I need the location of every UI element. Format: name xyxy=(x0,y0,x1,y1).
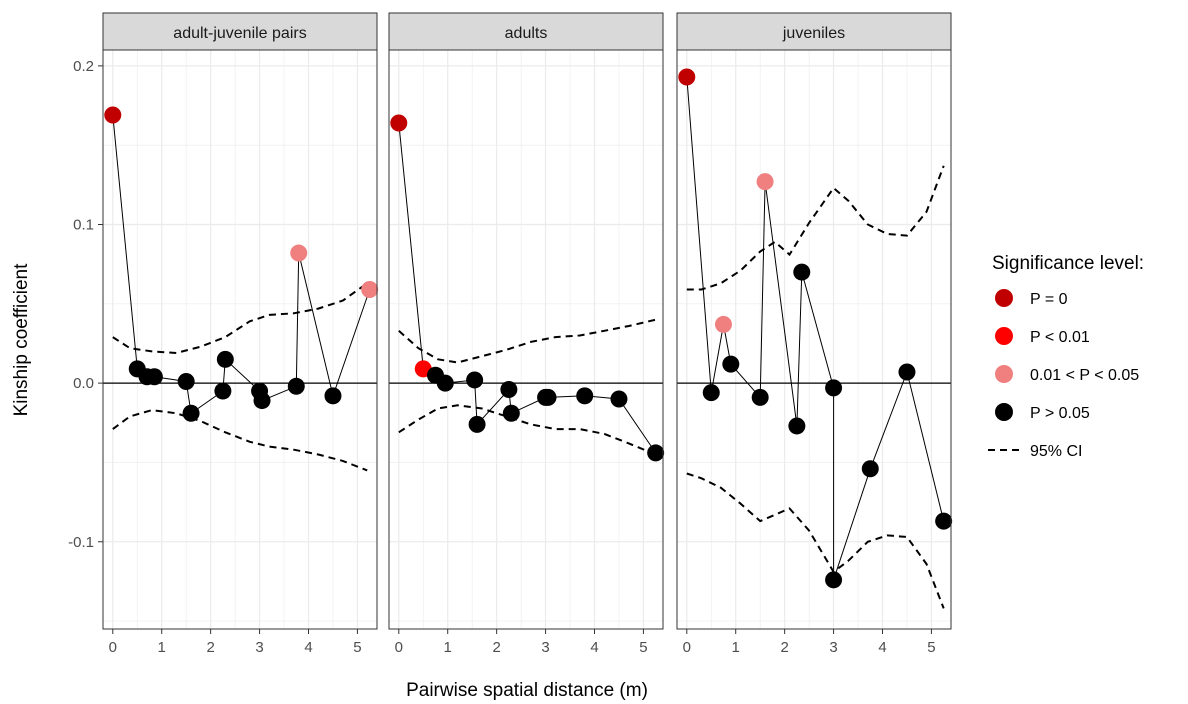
ci-lower-line xyxy=(686,472,945,609)
data-point xyxy=(182,404,200,422)
x-tick-label: 3 xyxy=(541,639,549,656)
x-tick-label: 1 xyxy=(158,639,166,656)
data-point xyxy=(825,571,843,589)
legend-key-p0 xyxy=(995,289,1013,307)
data-point xyxy=(788,417,806,435)
data-point xyxy=(702,384,720,402)
x-tick-label: 4 xyxy=(878,639,886,656)
data-point xyxy=(610,390,628,408)
legend-key-p005 xyxy=(995,365,1013,383)
facet-strip-label: adults xyxy=(505,25,548,42)
x-tick-label: 5 xyxy=(639,639,647,656)
x-tick-label: 5 xyxy=(353,639,361,656)
x-tick-label: 3 xyxy=(255,639,263,656)
y-tick-label: 0.2 xyxy=(73,58,94,75)
legend-label: P = 0 xyxy=(1030,291,1068,308)
data-point xyxy=(390,114,408,132)
y-axis-title: Kinship coefficient xyxy=(11,263,32,417)
data-point xyxy=(861,460,879,478)
panel-0: adult-juvenile pairs 0 1 2 3 4 5 -0.1 0.0 0.1 0.2 xyxy=(68,12,379,656)
facet-strip xyxy=(676,12,952,51)
legend: Significance level: P = 0 P < 0.01 0.01 < P… xyxy=(988,253,1144,460)
x-tick-label: 4 xyxy=(304,639,312,656)
data-point xyxy=(324,387,342,405)
data-point xyxy=(825,379,843,397)
data-point xyxy=(678,68,696,86)
panel-background xyxy=(677,50,951,629)
data-point xyxy=(539,388,557,406)
x-tick-label: 0 xyxy=(395,639,403,656)
panel-1: adults 0 1 2 3 4 5 xyxy=(388,12,665,656)
y-tick-label: 0.0 xyxy=(73,375,94,392)
legend-key-p001 xyxy=(995,327,1013,345)
data-point xyxy=(468,415,486,433)
data-point xyxy=(177,373,195,391)
ci-upper-line xyxy=(686,165,945,291)
data-point xyxy=(576,387,594,405)
facet-strip-label: juveniles xyxy=(782,25,845,42)
data-point xyxy=(216,350,234,368)
legend-title: Significance level: xyxy=(992,253,1144,274)
data-point xyxy=(104,106,122,124)
data-point xyxy=(145,368,163,386)
data-point xyxy=(500,380,518,398)
data-point xyxy=(898,363,916,381)
legend-label: P > 0.05 xyxy=(1030,405,1090,422)
x-tick-label: 4 xyxy=(590,639,598,656)
legend-label: P < 0.01 xyxy=(1030,329,1090,346)
x-tick-label: 2 xyxy=(206,639,214,656)
data-point xyxy=(751,388,769,406)
data-point xyxy=(361,281,379,299)
data-point xyxy=(722,355,740,373)
x-axis-title: Pairwise spatial distance (m) xyxy=(406,680,648,701)
panel-background xyxy=(389,50,663,629)
x-tick-label: 1 xyxy=(444,639,452,656)
data-point xyxy=(436,374,454,392)
facet-strip-label: adult-juvenile pairs xyxy=(173,25,306,42)
panel-2: juveniles 0 1 2 3 4 5 xyxy=(676,12,953,656)
data-point xyxy=(502,404,520,422)
ci-lower-line xyxy=(398,404,657,456)
data-point xyxy=(935,512,953,530)
legend-label: 95% CI xyxy=(1030,443,1082,460)
ci-upper-line xyxy=(112,282,368,355)
data-point xyxy=(647,444,665,462)
data-point xyxy=(793,263,811,281)
panel-background xyxy=(103,50,377,629)
x-tick-label: 5 xyxy=(927,639,935,656)
data-point xyxy=(756,173,774,191)
facet-strip xyxy=(102,12,378,51)
data-point xyxy=(466,371,484,389)
x-tick-label: 2 xyxy=(780,639,788,656)
data-point xyxy=(287,377,305,395)
facet-strip xyxy=(388,12,664,51)
data-point xyxy=(253,392,271,410)
data-point xyxy=(290,244,308,262)
legend-key-ns xyxy=(995,403,1013,421)
x-tick-label: 2 xyxy=(492,639,500,656)
x-tick-label: 0 xyxy=(683,639,691,656)
data-point xyxy=(714,315,732,333)
x-tick-label: 0 xyxy=(109,639,117,656)
x-tick-label: 3 xyxy=(829,639,837,656)
legend-label: 0.01 < P < 0.05 xyxy=(1030,367,1139,384)
y-tick-label: -0.1 xyxy=(68,534,94,551)
ci-lower-line xyxy=(112,409,368,472)
data-point xyxy=(214,382,232,400)
x-tick-label: 1 xyxy=(732,639,740,656)
y-tick-label: 0.1 xyxy=(73,216,94,233)
